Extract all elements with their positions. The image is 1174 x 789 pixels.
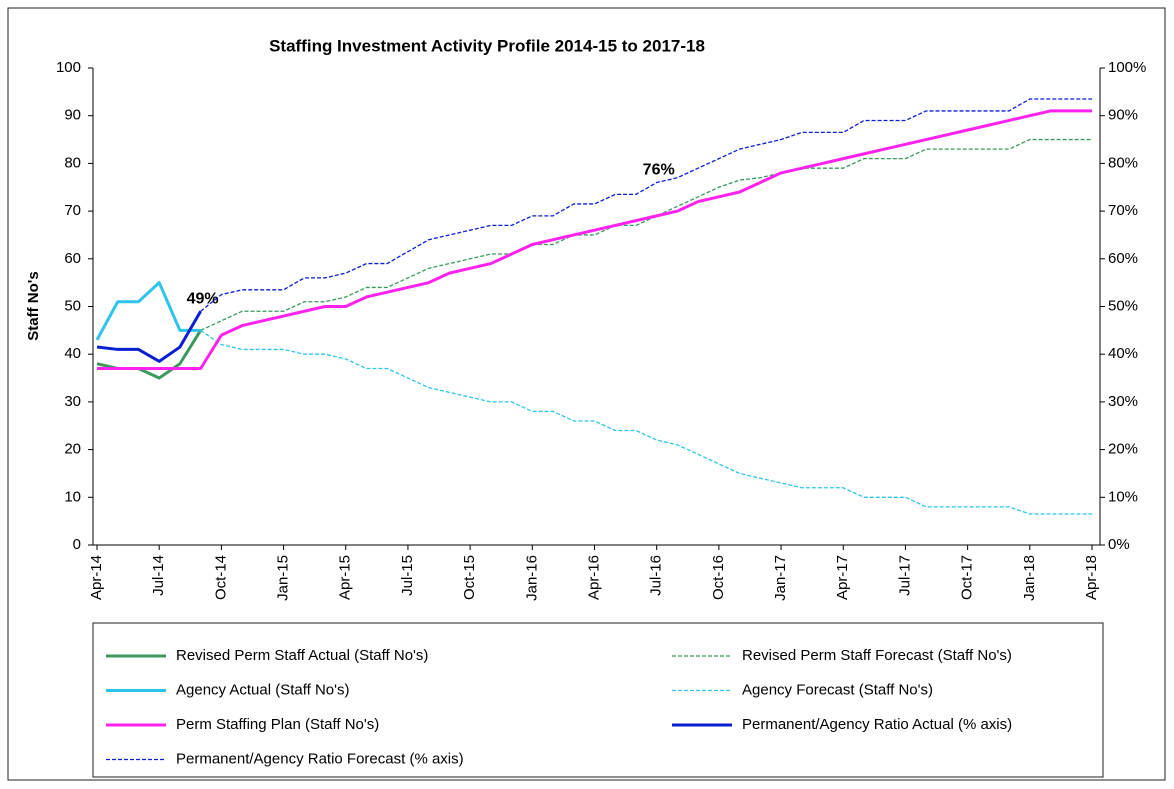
- x-tick-label: Oct-15: [461, 555, 478, 600]
- series-line: [200, 329, 1092, 515]
- y-tick-label: 80: [64, 154, 81, 171]
- x-tick-label: Jul-14: [150, 555, 167, 596]
- x-tick-label: Oct-16: [710, 555, 727, 600]
- legend-label: Permanent/Agency Ratio Forecast (% axis): [176, 750, 464, 767]
- y2-tick-label: 0%: [1108, 536, 1130, 553]
- y2-tick-label: 90%: [1108, 107, 1138, 124]
- x-tick-label: Jan-18: [1021, 555, 1038, 601]
- x-tick-label: Apr-16: [585, 555, 602, 600]
- x-tick-label: Jan-17: [772, 555, 789, 601]
- x-tick-label: Apr-18: [1083, 555, 1100, 600]
- y-tick-label: 40: [64, 345, 81, 362]
- x-tick-label: Apr-15: [337, 555, 354, 600]
- chart-title: Staffing Investment Activity Profile 201…: [269, 36, 705, 55]
- series-line: [97, 109, 1092, 371]
- y2-tick-label: 40%: [1108, 345, 1138, 362]
- y-axis-label: Staff No's: [25, 271, 42, 340]
- y-tick-label: 10: [64, 488, 81, 505]
- chart-border: [7, 7, 1166, 781]
- x-tick-label: Jan-15: [275, 555, 292, 601]
- legend-label: Agency Forecast (Staff No's): [742, 681, 933, 698]
- legend-box: [92, 622, 1104, 778]
- data-label: 76%: [643, 162, 675, 179]
- y-tick-label: 20: [64, 441, 81, 458]
- y-tick-label: 50: [64, 297, 81, 314]
- y-tick-label: 70: [64, 202, 81, 219]
- y-tick-label: 0: [73, 536, 81, 553]
- data-label: 49%: [187, 290, 219, 307]
- legend-label: Revised Perm Staff Actual (Staff No's): [176, 647, 428, 664]
- legend-label: Perm Staffing Plan (Staff No's): [176, 716, 379, 733]
- y2-tick-label: 80%: [1108, 154, 1138, 171]
- x-tick-label: Apr-14: [88, 555, 105, 600]
- series-line: [95, 281, 201, 341]
- x-tick-label: Oct-14: [212, 555, 229, 600]
- x-tick-label: Oct-17: [959, 555, 976, 600]
- x-tick-label: Jul-17: [896, 555, 913, 596]
- legend-label: Permanent/Agency Ratio Actual (% axis): [742, 716, 1012, 733]
- y2-tick-label: 30%: [1108, 393, 1138, 410]
- x-tick-label: Jul-16: [648, 555, 665, 596]
- legend-label: Agency Actual (Staff No's): [176, 681, 350, 698]
- y2-tick-label: 100%: [1108, 59, 1146, 76]
- series-line: [96, 310, 202, 363]
- y2-tick-label: 60%: [1108, 250, 1138, 267]
- y2-tick-label: 70%: [1108, 202, 1138, 219]
- legend-label: Revised Perm Staff Forecast (Staff No's): [742, 647, 1012, 664]
- y2-tick-label: 10%: [1108, 488, 1138, 505]
- y-tick-label: 90: [64, 107, 81, 124]
- y-tick-label: 100: [56, 59, 81, 76]
- series-line: [200, 98, 1092, 312]
- x-tick-label: Jul-15: [399, 555, 416, 596]
- x-tick-label: Jan-16: [523, 555, 540, 601]
- y-tick-label: 60: [64, 250, 81, 267]
- y2-tick-label: 20%: [1108, 441, 1138, 458]
- y2-tick-label: 50%: [1108, 297, 1138, 314]
- x-tick-label: Apr-17: [834, 555, 851, 600]
- y-tick-label: 30: [64, 393, 81, 410]
